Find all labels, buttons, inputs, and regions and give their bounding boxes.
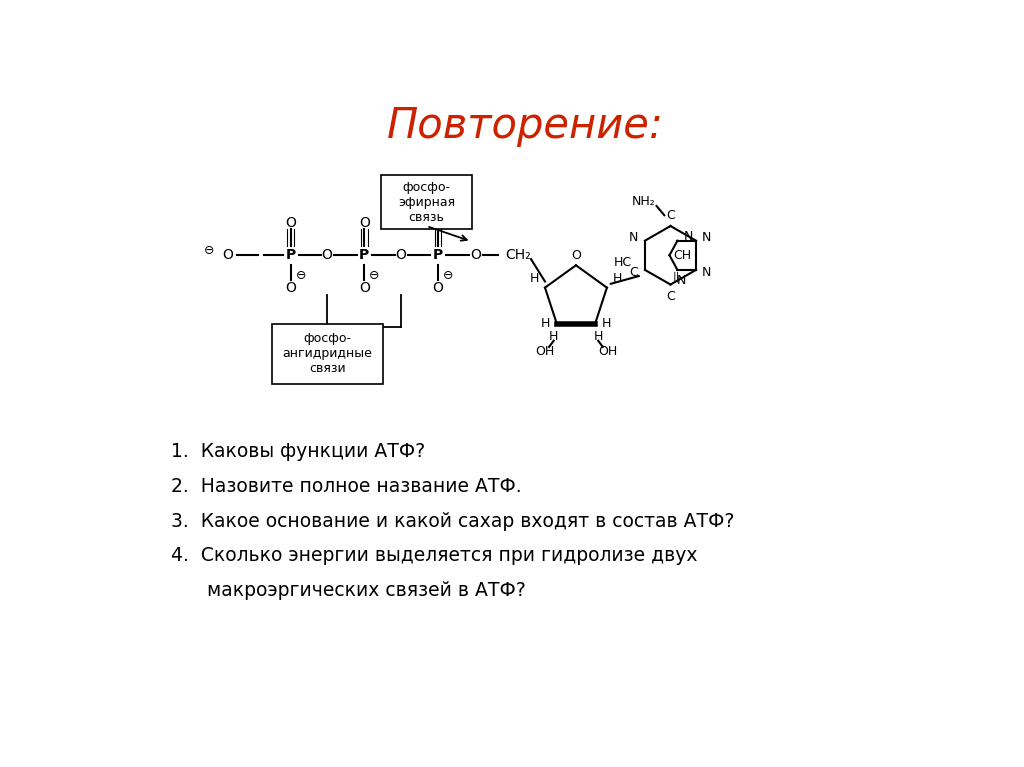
Text: O: O [359,216,370,230]
Text: C: C [667,209,675,222]
Text: OH: OH [598,345,617,358]
Text: O: O [286,281,296,295]
FancyBboxPatch shape [381,175,472,229]
Text: ⊖: ⊖ [442,268,454,281]
Text: H: H [530,272,540,285]
Text: ||: || [673,272,680,282]
Text: NH₂: NH₂ [632,195,655,208]
Text: O: O [470,249,480,262]
Text: 1.  Каковы функции АТФ?: 1. Каковы функции АТФ? [171,443,425,462]
Text: N: N [677,274,686,287]
Text: H: H [541,318,550,331]
Text: C: C [629,266,638,279]
Text: N: N [629,231,638,244]
Text: O: O [395,249,407,262]
Text: CH₂: CH₂ [505,249,530,262]
Text: фосфо-
ангидридные
связи: фосфо- ангидридные связи [283,332,372,375]
Text: O: O [432,216,443,230]
Text: фосфо-
эфирная
связь: фосфо- эфирная связь [397,181,455,224]
Text: Повторение:: Повторение: [386,105,664,147]
Text: 3.  Какое основание и какой сахар входят в состав АТФ?: 3. Какое основание и какой сахар входят … [171,512,734,531]
Text: O: O [432,281,443,295]
Text: P: P [359,249,370,262]
Text: CH: CH [673,249,691,262]
Text: P: P [433,249,443,262]
Text: O: O [222,249,232,262]
Text: O: O [286,216,296,230]
Text: 2.  Назовите полное название АТФ.: 2. Назовите полное название АТФ. [171,477,521,496]
Text: 4.  Сколько энергии выделяется при гидролизе двух: 4. Сколько энергии выделяется при гидрол… [171,546,697,565]
Text: макроэргических связей в АТФ?: макроэргических связей в АТФ? [171,581,525,600]
FancyBboxPatch shape [271,324,383,384]
Text: N: N [684,229,693,242]
Text: HC: HC [614,255,633,268]
Text: OH: OH [535,345,554,358]
Text: O: O [359,281,370,295]
Text: H: H [594,330,603,343]
Text: H: H [612,272,622,285]
Text: C: C [667,290,675,303]
Text: H: H [602,318,611,331]
Text: ⊖: ⊖ [370,268,380,281]
Text: N: N [701,231,711,244]
Text: ⊖: ⊖ [296,268,306,281]
Text: O: O [322,249,333,262]
Text: N: N [701,266,711,279]
Text: ⊖: ⊖ [204,244,215,257]
Text: O: O [571,249,581,262]
Text: H: H [549,330,558,343]
Text: P: P [286,249,296,262]
